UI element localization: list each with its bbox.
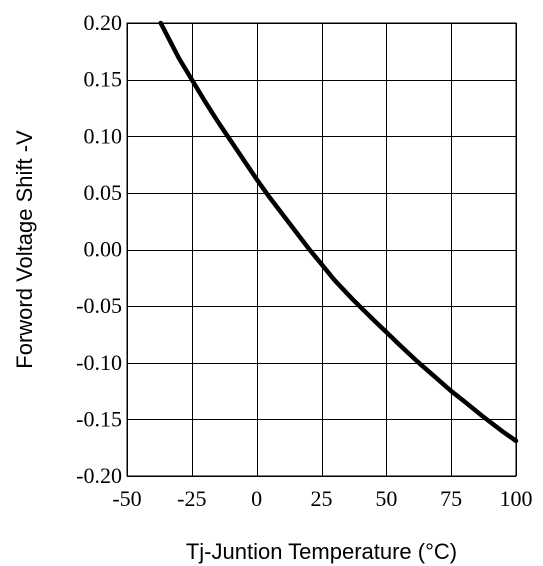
x-tick-label: -50 <box>112 486 141 511</box>
x-tick-label: -25 <box>177 486 206 511</box>
series-line <box>158 20 519 444</box>
x-tick-label: 50 <box>375 486 397 511</box>
y-tick-label: 0.20 <box>84 10 123 35</box>
x-axis-title: Tj-Juntion Temperature (°C) <box>186 539 457 564</box>
x-tick-label: 75 <box>440 486 462 511</box>
y-axis-title: Forword Voltage Shift -V <box>12 130 37 369</box>
x-tick-label: 25 <box>311 486 333 511</box>
x-tick-label: 0 <box>251 486 262 511</box>
y-tick-label: 0.05 <box>84 180 123 205</box>
y-tick-label: 0.15 <box>84 67 123 92</box>
x-axis-tick-labels: -50 -25 0 25 50 75 100 <box>112 486 532 511</box>
y-axis-tick-labels: 0.20 0.15 0.10 0.05 0.00 -0.05 -0.10 -0.15 -0.20 <box>76 10 122 488</box>
y-tick-label: -0.05 <box>76 293 122 318</box>
y-tick-label: -0.20 <box>76 463 122 488</box>
y-tick-label: 0.00 <box>84 237 123 262</box>
grid <box>127 23 517 477</box>
y-tick-label: 0.10 <box>84 123 123 148</box>
y-tick-label: -0.10 <box>76 350 122 375</box>
y-tick-label: -0.15 <box>76 406 122 431</box>
x-tick-label: 100 <box>500 486 533 511</box>
plot-area-border <box>126 22 517 477</box>
